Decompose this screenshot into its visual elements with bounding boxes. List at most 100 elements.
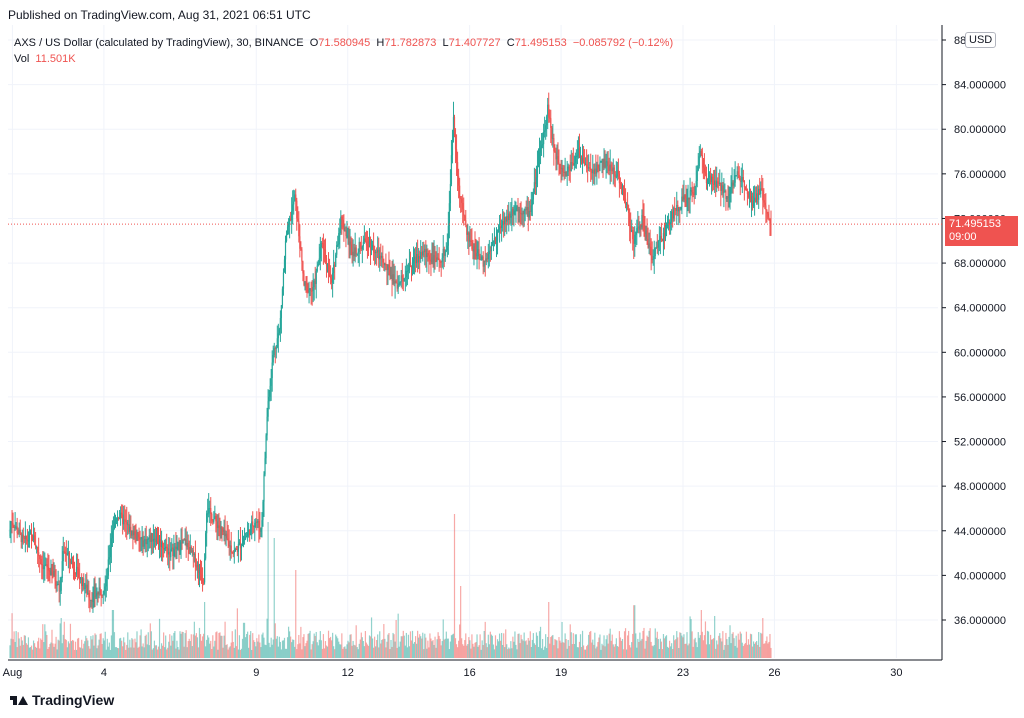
- candle-body: [130, 526, 132, 536]
- volume-bar: [225, 645, 227, 658]
- volume-bar: [71, 639, 74, 658]
- candle-body: [253, 526, 255, 528]
- candle-body: [767, 213, 769, 217]
- volume-bar: [572, 633, 574, 658]
- volume-bar: [661, 649, 664, 658]
- volume-bar: [331, 640, 333, 658]
- candle-body: [750, 196, 753, 202]
- volume-bar: [343, 647, 345, 658]
- candle-body: [123, 519, 125, 525]
- tradingview-logo[interactable]: TradingView: [10, 692, 114, 708]
- volume-bar: [382, 639, 384, 658]
- volume-bar: [147, 632, 149, 658]
- candle-body: [684, 195, 686, 198]
- candlestick-series[interactable]: [9, 92, 772, 613]
- volume-bar: [414, 636, 417, 658]
- candle-body: [239, 542, 242, 549]
- volume-bar: [761, 633, 763, 658]
- candle-body: [265, 435, 267, 459]
- candle-body: [47, 567, 49, 571]
- volume-bar: [268, 642, 270, 658]
- volume-bar: [289, 631, 291, 658]
- candle-body: [726, 196, 728, 200]
- volume-legend: Vol 11.501K: [14, 53, 76, 65]
- candle-body: [328, 273, 331, 277]
- volume-bar: [504, 647, 506, 658]
- candle-body: [409, 261, 412, 266]
- candle-body: [600, 161, 602, 163]
- volume-bar: [756, 640, 758, 658]
- volume-bar: [37, 641, 39, 658]
- open-label: O: [309, 37, 319, 49]
- candle-body: [179, 550, 181, 552]
- volume-bar: [54, 643, 56, 658]
- volume-bar: [166, 649, 168, 658]
- candle-body: [101, 594, 103, 596]
- volume-bar: [346, 644, 348, 658]
- volume-bar: [370, 617, 373, 658]
- volume-bar: [517, 633, 519, 658]
- volume-bar: [538, 631, 541, 658]
- price-axis[interactable]: 8884.00000080.00000076.00000072.00000068…: [942, 35, 1006, 627]
- candle-body: [13, 525, 15, 528]
- volume-bar: [107, 646, 109, 658]
- candle-body: [672, 211, 674, 219]
- volume-bar: [185, 630, 187, 658]
- volume-bar: [95, 634, 97, 658]
- candle-body: [138, 534, 140, 538]
- candle-body: [509, 213, 511, 218]
- candle-body: [249, 529, 251, 536]
- volume-bar: [479, 634, 481, 658]
- candle-body: [329, 276, 332, 279]
- candle-body: [257, 521, 259, 523]
- volume-bar: [138, 646, 140, 658]
- volume-bar: [525, 640, 527, 658]
- volume-bar: [366, 644, 369, 658]
- volume-bar: [548, 602, 550, 658]
- candle-body: [738, 174, 740, 179]
- candle-body: [73, 569, 76, 574]
- candle-body: [236, 549, 238, 552]
- volume-bar: [364, 631, 367, 658]
- time-axis[interactable]: Aug 4 9 12 16 19 23 26 30: [3, 667, 903, 679]
- candle-body: [72, 564, 75, 570]
- candle-body: [526, 207, 528, 211]
- candle-body: [473, 246, 475, 252]
- candle-body: [410, 265, 413, 268]
- volume-bar: [293, 639, 295, 658]
- volume-bar: [581, 630, 584, 658]
- candle-body: [180, 542, 182, 551]
- volume-bar: [522, 640, 524, 658]
- candle-body: [636, 228, 638, 232]
- currency-button[interactable]: USD: [965, 32, 997, 48]
- candle-body: [679, 207, 681, 210]
- volume-bar: [455, 644, 458, 658]
- candle-body: [474, 246, 476, 254]
- brand-text: TradingView: [32, 692, 115, 708]
- volume-bar: [182, 632, 184, 658]
- candle-body: [395, 281, 397, 284]
- candle-body: [429, 259, 431, 261]
- symbol-description[interactable]: AXS / US Dollar (calculated by TradingVi…: [14, 37, 304, 49]
- candle-body: [624, 198, 627, 205]
- candle-body: [166, 546, 168, 549]
- volume-bar: [417, 630, 419, 658]
- candle-body: [276, 338, 278, 348]
- candle-body: [485, 258, 487, 262]
- volume-bar: [99, 633, 101, 658]
- volume-bar: [763, 643, 765, 658]
- candle-body: [424, 248, 426, 253]
- candle-body: [739, 178, 741, 182]
- candle-body: [313, 280, 315, 288]
- volume-bar: [617, 646, 619, 658]
- candle-body: [129, 526, 131, 532]
- candle-body: [365, 241, 368, 245]
- volume-bar: [217, 649, 219, 658]
- volume-bar: [298, 634, 300, 658]
- volume-bar: [66, 647, 68, 658]
- volume-bar: [703, 635, 706, 658]
- candle-body: [296, 200, 298, 219]
- candle-body: [400, 275, 402, 283]
- candle-body: [507, 216, 509, 221]
